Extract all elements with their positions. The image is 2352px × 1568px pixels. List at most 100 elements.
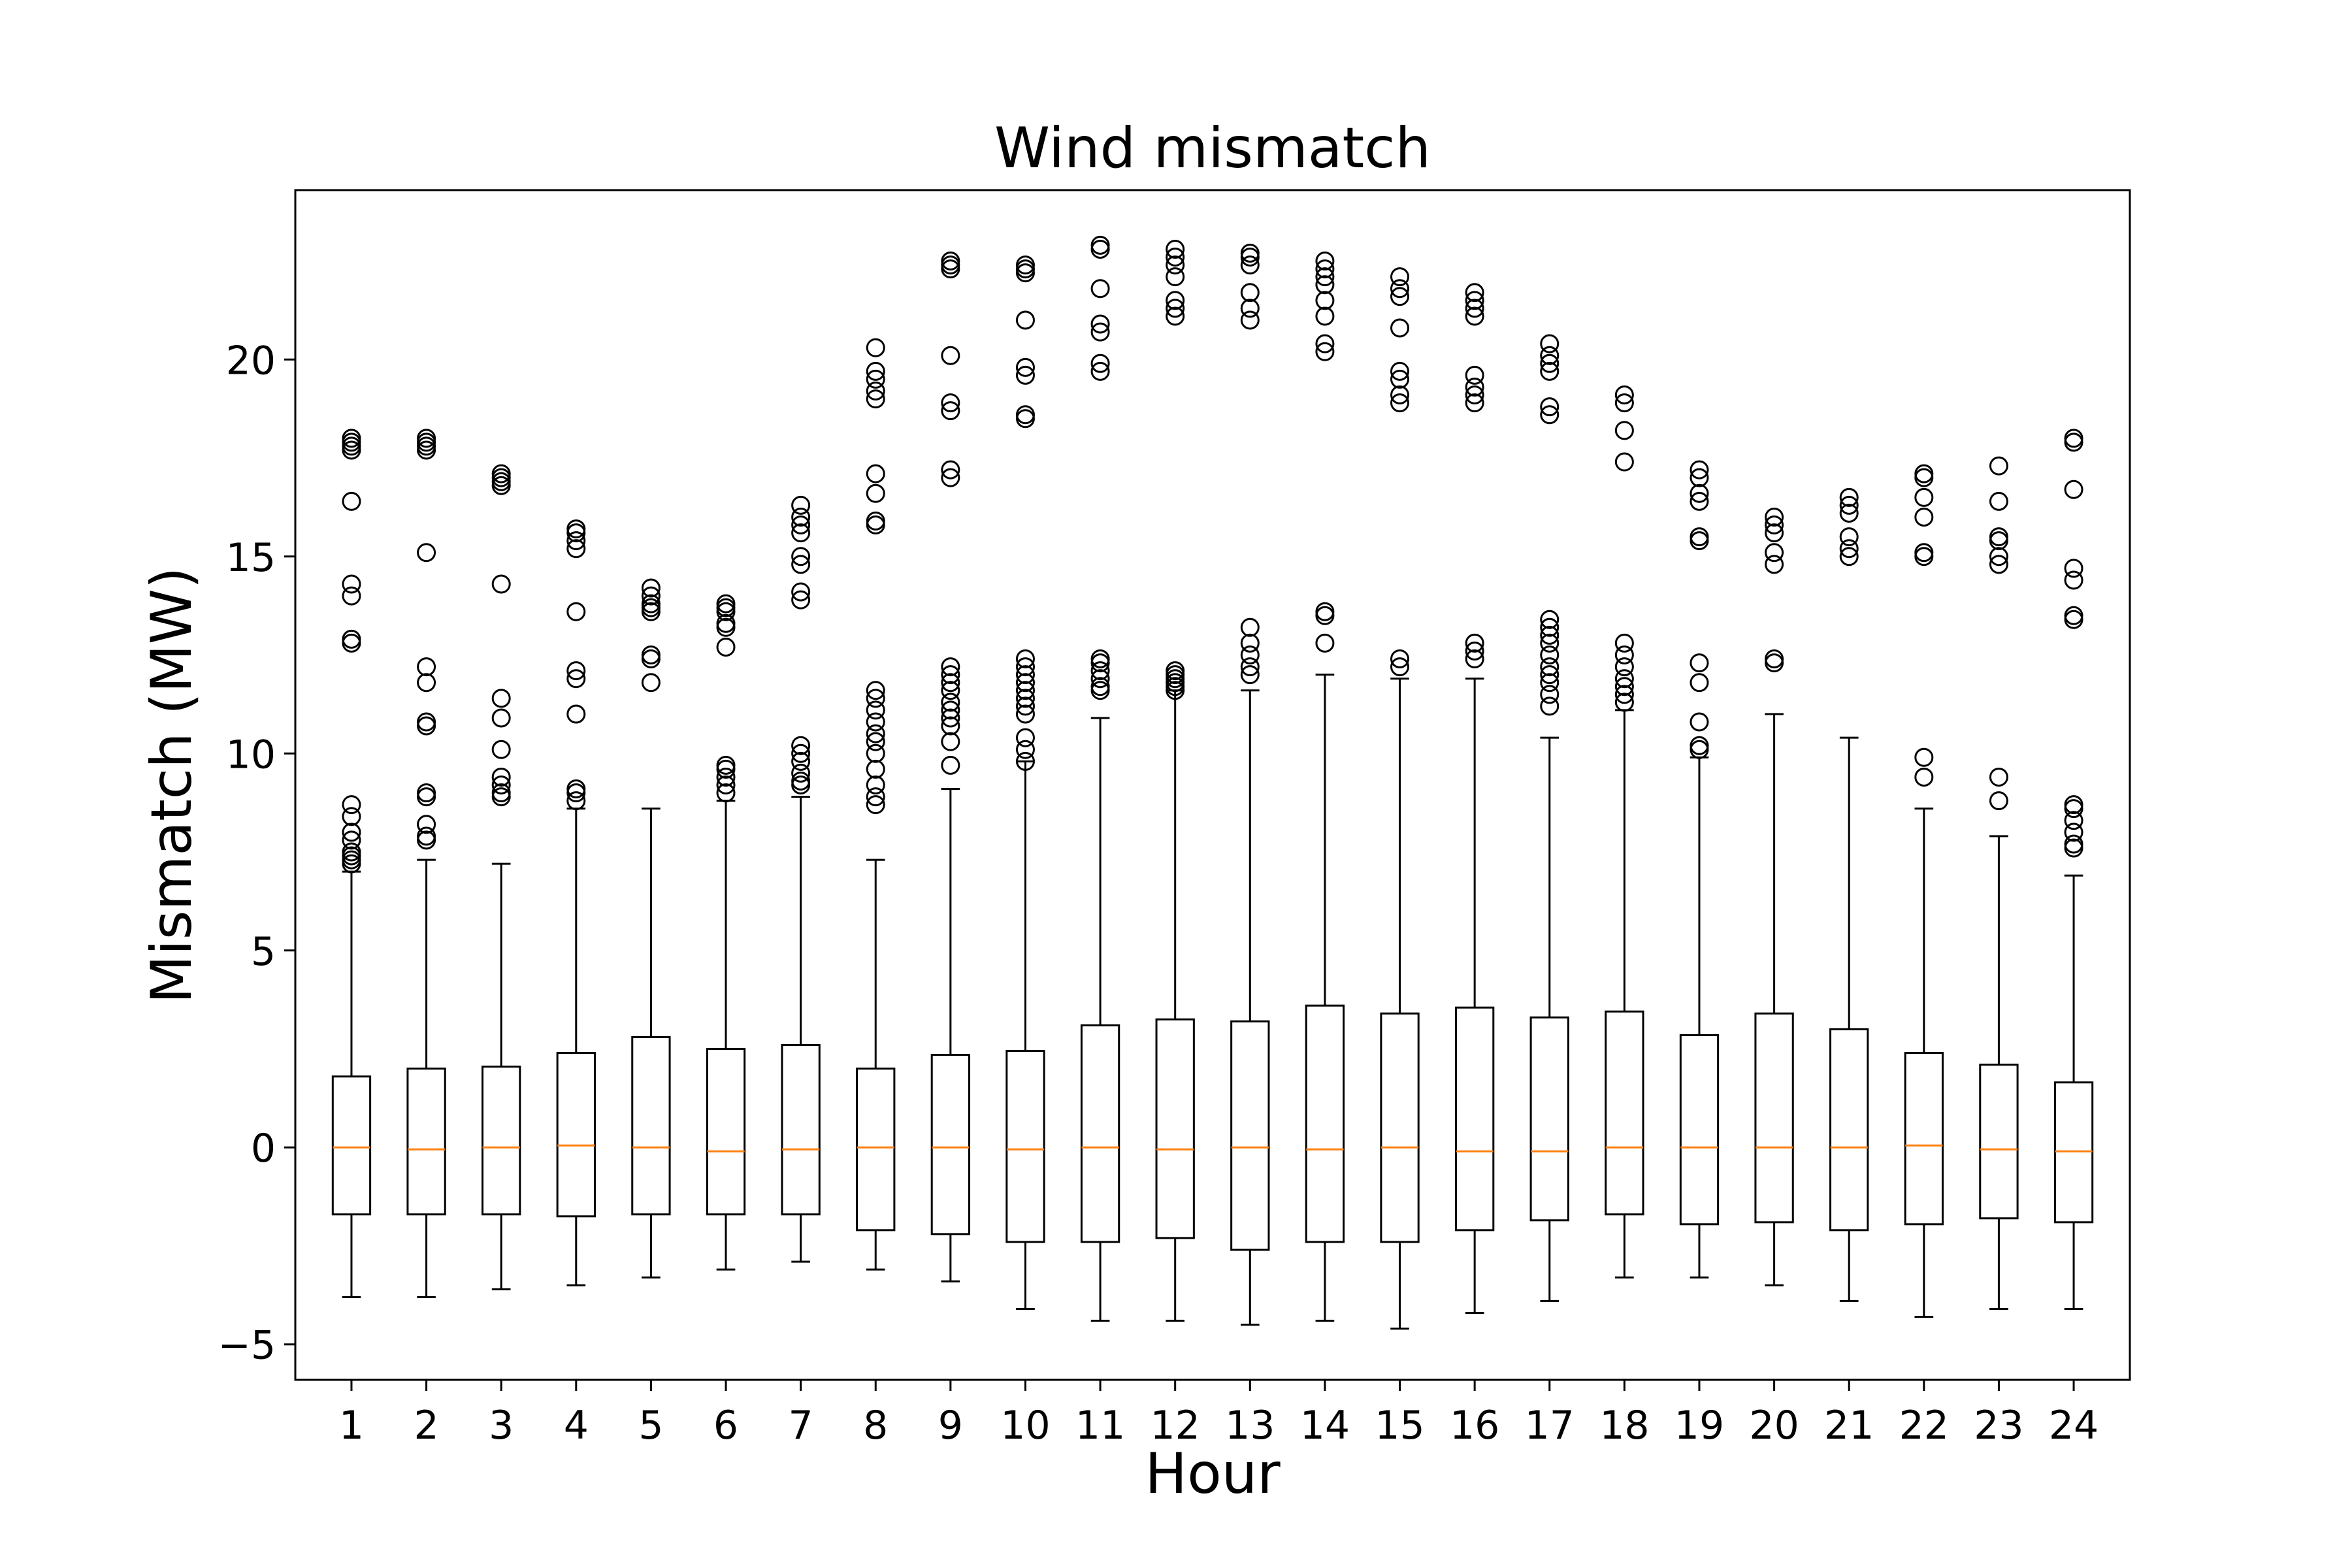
outlier-point: [1540, 334, 1560, 353]
box-hour-15: [1380, 267, 1420, 1330]
outlier-point: [1015, 665, 1035, 685]
iqr-box: [631, 1036, 671, 1216]
x-tick-label: 22: [1899, 1403, 1949, 1448]
y-tick-label: 0: [251, 1126, 276, 1171]
outlier-point: [491, 708, 511, 728]
outlier-point: [866, 369, 885, 389]
outlier-point: [417, 815, 436, 834]
outlier-point: [1690, 653, 1709, 673]
outlier-point: [941, 401, 960, 421]
outlier-point: [1839, 527, 1859, 547]
outlier-point: [791, 582, 811, 602]
outlier-point: [417, 712, 436, 732]
outlier-point: [941, 657, 960, 677]
outlier-point: [1315, 602, 1335, 621]
box-hour-13: [1230, 243, 1270, 1326]
box-hour-2: [406, 429, 446, 1298]
outlier-point: [566, 704, 586, 724]
outlier-point: [866, 483, 885, 503]
outlier-point: [1015, 255, 1035, 275]
outlier-point: [1390, 361, 1410, 381]
outlier-point: [641, 673, 661, 693]
outlier-point: [791, 495, 811, 515]
outlier-point: [791, 751, 811, 771]
outlier-point: [791, 555, 811, 574]
outlier-point: [1614, 657, 1634, 677]
outlier-point: [1690, 460, 1709, 480]
outlier-point: [1540, 645, 1560, 665]
outlier-point: [941, 346, 960, 365]
outlier-point: [1540, 696, 1560, 716]
outlier-point: [941, 700, 960, 720]
outlier-point: [1090, 649, 1110, 669]
outlier-point: [941, 693, 960, 712]
outlier-point: [791, 547, 811, 566]
outlier-point: [1540, 610, 1560, 629]
outlier-point: [2064, 559, 2083, 578]
outlier-point: [791, 736, 811, 755]
outlier-point: [1465, 283, 1484, 302]
outlier-point: [1465, 306, 1484, 326]
iqr-box: [1080, 1024, 1120, 1243]
outlier-point: [791, 590, 811, 610]
box-hour-24: [2053, 429, 2094, 1310]
outlier-point: [866, 759, 885, 779]
outlier-point: [1015, 365, 1035, 385]
outlier-point: [1690, 468, 1709, 487]
outlier-point: [1989, 767, 2008, 787]
outlier-point: [1614, 393, 1634, 413]
iqr-box: [556, 1052, 596, 1218]
box-hour-6: [706, 594, 746, 1271]
outlier-point: [342, 629, 361, 649]
outlier-point: [1690, 527, 1709, 547]
box-hour-8: [856, 338, 896, 1271]
x-tick-label: 15: [1375, 1403, 1424, 1448]
outlier-point: [1540, 361, 1560, 381]
y-axis-label: Mismatch (MW): [139, 567, 204, 1004]
x-tick-label: 20: [1749, 1403, 1799, 1448]
y-tick-label: 5: [251, 929, 276, 975]
outlier-point: [1240, 633, 1260, 653]
outlier-point: [866, 743, 885, 763]
box-hour-23: [1979, 456, 2019, 1310]
outlier-point: [1015, 689, 1035, 708]
outlier-point: [1614, 669, 1634, 689]
outlier-point: [1166, 255, 1185, 275]
outlier-point: [1614, 693, 1634, 712]
outlier-point: [1390, 279, 1410, 299]
outlier-point: [1015, 704, 1035, 724]
outlier-point: [716, 594, 736, 613]
iqr-box: [482, 1066, 521, 1216]
outlier-point: [2064, 570, 2083, 590]
outlier-point: [791, 507, 811, 527]
outlier-point: [1540, 625, 1560, 645]
outlier-point: [1166, 267, 1185, 287]
x-tick-label: 14: [1300, 1403, 1350, 1448]
outlier-point: [1614, 645, 1634, 665]
outlier-point: [342, 823, 361, 842]
x-tick-label: 8: [863, 1403, 888, 1448]
outlier-point: [791, 763, 811, 783]
outlier-point: [1015, 728, 1035, 747]
outlier-point: [1614, 452, 1634, 472]
outlier-point: [1614, 633, 1634, 653]
outlier-point: [1465, 299, 1484, 318]
outlier-point: [342, 830, 361, 850]
x-tick-label: 6: [713, 1403, 738, 1448]
outlier-point: [641, 594, 661, 613]
outlier-point: [866, 464, 885, 483]
outlier-point: [1315, 342, 1335, 361]
outlier-point: [1315, 306, 1335, 326]
outlier-point: [566, 779, 586, 799]
outlier-point: [417, 826, 436, 846]
outlier-point: [1090, 353, 1110, 373]
box-hour-19: [1679, 460, 1720, 1279]
outlier-point: [866, 681, 885, 700]
outlier-point: [2064, 811, 2083, 830]
outlier-point: [1166, 239, 1185, 259]
outlier-point: [1540, 617, 1560, 637]
iqr-box: [1829, 1028, 1869, 1232]
iqr-box: [781, 1043, 821, 1216]
outlier-point: [2064, 823, 2083, 842]
